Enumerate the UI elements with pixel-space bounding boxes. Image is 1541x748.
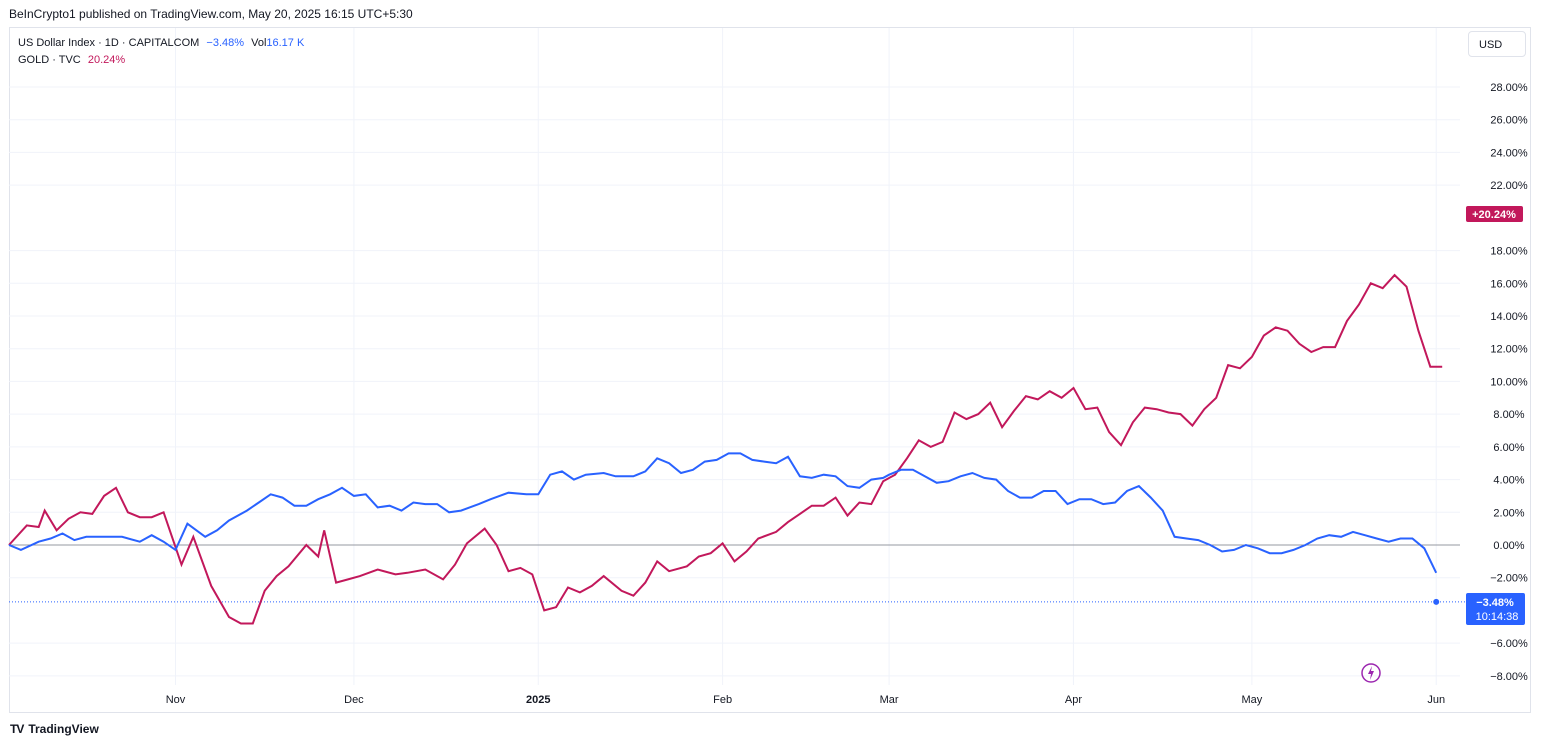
x-tick-label: Jun (1427, 694, 1445, 706)
dxy-last-point (1433, 598, 1440, 605)
x-tick-label: Dec (344, 694, 364, 706)
y-tick-label: 28.00% (1490, 82, 1528, 94)
gold-series-line (8, 273, 1443, 625)
y-tick-label: 24.00% (1490, 147, 1528, 159)
y-tick-label: 12.00% (1490, 344, 1528, 356)
lightning-icon[interactable] (1361, 663, 1381, 683)
y-tick-label: 2.00% (1493, 507, 1524, 519)
legend-gold[interactable]: GOLD · TVC 20.24% (18, 52, 308, 69)
legend-gold-name: GOLD · TVC (18, 54, 81, 66)
dxy-badge-countdown: 10:14:38 (1476, 611, 1519, 623)
tradingview-brand: TradingView (28, 722, 99, 736)
y-tick-label: 14.00% (1490, 311, 1528, 323)
y-tick-label: 10.00% (1490, 376, 1528, 388)
y-tick-label: −2.00% (1490, 573, 1528, 585)
legend-vol-label: Vol (251, 37, 267, 49)
gold-price-badge: +20.24% (1466, 206, 1523, 222)
x-tick-label: May (1241, 694, 1262, 706)
currency-button[interactable]: USD (1468, 31, 1526, 57)
x-axis[interactable]: Nov Dec 2025 Feb Mar Apr May Jun (166, 694, 1445, 706)
chart-legend: US Dollar Index · 1D · CAPITALCOM −3.48%… (18, 35, 308, 69)
y-tick-label: −8.00% (1490, 671, 1528, 683)
x-tick-label: Feb (713, 694, 732, 706)
legend-dxy[interactable]: US Dollar Index · 1D · CAPITALCOM −3.48%… (18, 35, 308, 52)
tradingview-logo-icon: TV (10, 722, 24, 736)
y-tick-label: 16.00% (1490, 278, 1528, 290)
legend-vol-value: 16.17 K (266, 37, 305, 49)
legend-dxy-change: −3.48% (206, 37, 245, 49)
y-axis[interactable]: 28.00% 26.00% 24.00% 22.00% 18.00% 16.00% 14.0… (1490, 82, 1528, 683)
y-tick-label: 8.00% (1493, 409, 1524, 421)
legend-dxy-name: US Dollar Index · 1D · CAPITALCOM (18, 37, 200, 49)
tradingview-footer[interactable]: TV TradingView (10, 722, 99, 736)
legend-gold-change: 20.24% (87, 54, 126, 66)
dxy-badge-text: −3.48% (1476, 597, 1514, 609)
y-tick-label: 0.00% (1493, 540, 1524, 552)
x-tick-label: Nov (166, 694, 186, 706)
x-tick-label: Apr (1065, 694, 1082, 706)
dxy-price-badge: −3.48% 10:14:38 (1466, 593, 1525, 625)
gold-badge-text: +20.24% (1472, 209, 1516, 221)
dxy-series-line (8, 452, 1438, 574)
y-tick-label: 6.00% (1493, 442, 1524, 454)
y-tick-label: 22.00% (1490, 180, 1528, 192)
grid (9, 28, 1460, 685)
y-tick-label: 4.00% (1493, 475, 1524, 487)
publisher-line: BeInCrypto1 published on TradingView.com… (9, 7, 413, 21)
x-tick-label: 2025 (526, 694, 550, 706)
chart-frame (9, 27, 1531, 713)
y-tick-label: 18.00% (1490, 246, 1528, 258)
x-tick-label: Mar (880, 694, 899, 706)
y-tick-label: −6.00% (1490, 638, 1528, 650)
y-tick-label: 26.00% (1490, 115, 1528, 127)
